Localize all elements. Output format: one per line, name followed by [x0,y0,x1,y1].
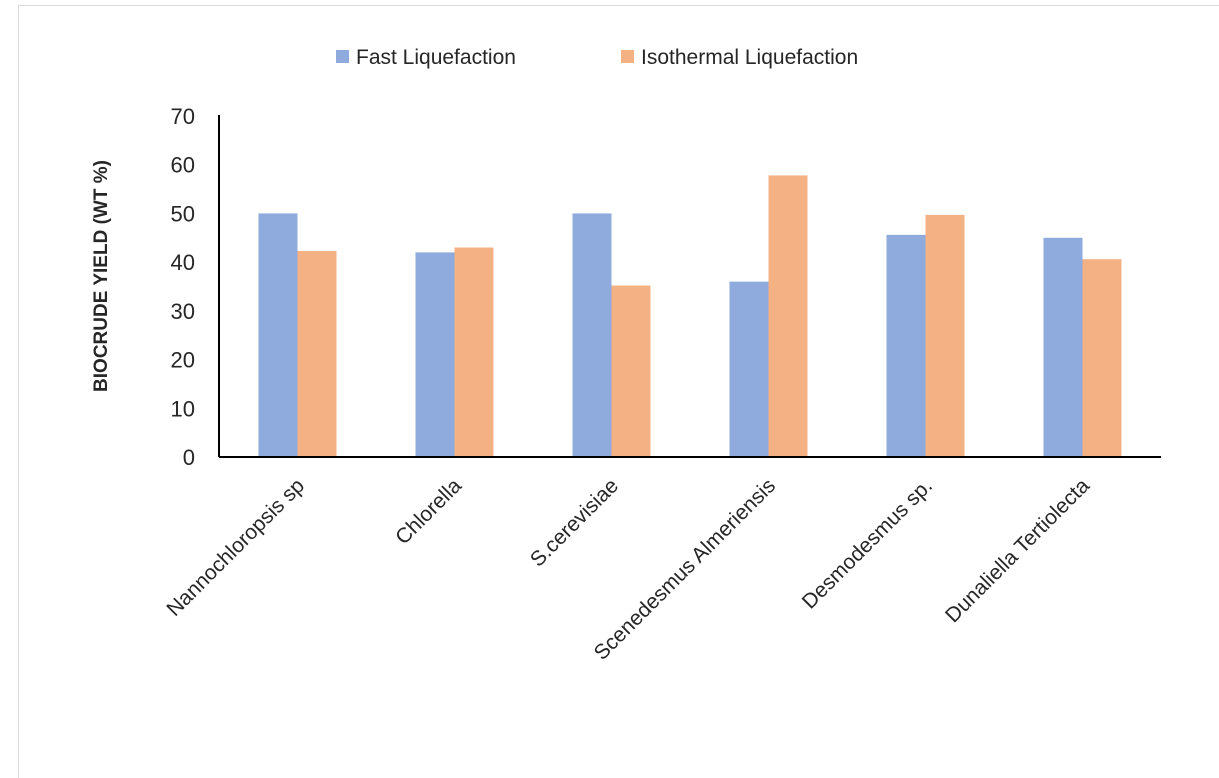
legend-label-isothermal: Isothermal Liquefaction [641,46,858,69]
chart-frame: Fast Liquefaction Isothermal Liquefaction… [18,5,1219,778]
y-axis-ticks: 0 10 20 30 40 50 60 70 [171,104,195,470]
biocrude-yield-bar-chart: Fast Liquefaction Isothermal Liquefaction… [91,46,1161,665]
bar-isothermal [925,214,965,457]
bar-isothermal [768,175,808,457]
y-tick-label: 10 [171,396,195,421]
bar-fast [1043,237,1083,457]
x-axis-categories: Nannochloropsis sp Chlorella S.cerevisiaeS… [162,474,1094,665]
x-category-label: Scenedesmus Almeriensis [590,474,780,664]
legend-swatch-isothermal [621,50,634,63]
axes [218,115,1161,458]
bar-fast [729,281,769,457]
bars [258,175,1122,457]
x-category-label: Chlorella [391,474,466,549]
y-tick-label: 30 [171,299,195,324]
legend: Fast Liquefaction Isothermal Liquefaction [336,46,858,69]
bar-isothermal [1082,259,1122,457]
bar-isothermal [454,247,494,457]
legend-swatch-fast [336,50,349,63]
y-tick-label: 20 [171,348,195,373]
y-tick-label: 0 [183,445,195,470]
x-category-label: S.cerevisiae [526,474,623,571]
bar-fast [415,252,455,457]
x-category-label: Dunaliella Tertiolecta [941,474,1094,627]
y-tick-label: 50 [171,201,195,226]
legend-label-fast: Fast Liquefaction [356,46,516,69]
y-tick-label: 60 [171,153,195,178]
x-category-label: Nannochloropsis sp [162,474,309,621]
bar-fast [258,213,298,457]
y-tick-label: 40 [171,250,195,275]
x-category-label: Desmodesmus sp. [798,474,937,613]
bar-fast [886,234,926,457]
bar-isothermal [611,285,651,457]
y-tick-label: 70 [171,104,195,129]
bar-isothermal [297,250,337,457]
y-axis-title: BIOCRUDE YIELD (WT %) [91,160,112,392]
bar-fast [572,213,612,457]
